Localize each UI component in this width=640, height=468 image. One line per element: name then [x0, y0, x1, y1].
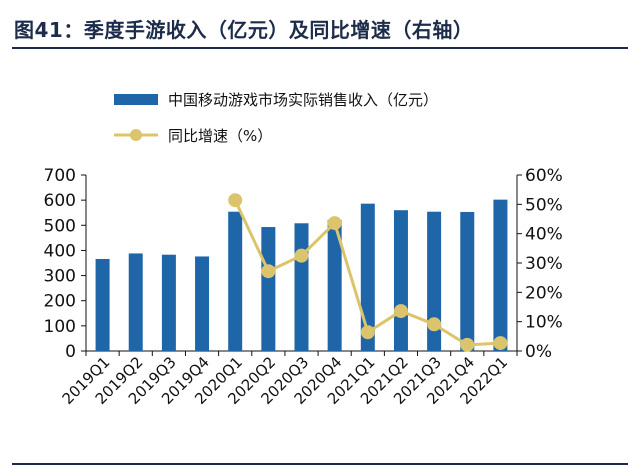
- y-right-tick-label: 40%: [525, 225, 563, 245]
- x-tick-labels: 2019Q12019Q22019Q32019Q42020Q12020Q22020…: [59, 353, 512, 408]
- legend-bar-label: 中国移动游戏市场实际销售收入（亿元）: [168, 91, 438, 109]
- y-left-tick-label: 600: [44, 191, 76, 211]
- legend: 中国移动游戏市场实际销售收入（亿元） 同比增速（%）: [114, 91, 438, 145]
- bar: [393, 210, 408, 351]
- growth-point: [228, 193, 243, 208]
- y-left-tick-label: 0: [65, 342, 76, 362]
- y-right-tick-label: 50%: [525, 195, 563, 215]
- bar: [360, 203, 375, 351]
- bar: [195, 256, 210, 351]
- y-left-tick-label: 100: [44, 317, 76, 337]
- title-rule: [12, 47, 628, 49]
- bar: [427, 211, 442, 351]
- y-right-tick-label: 10%: [525, 313, 563, 333]
- growth-point: [294, 248, 309, 263]
- y-right-tick-label: 30%: [525, 254, 563, 274]
- growth-point: [327, 216, 342, 231]
- growth-point: [261, 264, 276, 279]
- y-left-tick-label: 700: [44, 166, 76, 186]
- growth-point: [460, 337, 475, 352]
- line-series: [228, 193, 508, 352]
- bar: [128, 253, 143, 351]
- growth-point: [393, 304, 408, 319]
- y-right-tick-label: 20%: [525, 283, 563, 303]
- growth-point: [360, 325, 375, 340]
- y-left-tick-label: 400: [44, 241, 76, 261]
- bar: [294, 223, 309, 351]
- y-right-tick-label: 60%: [525, 166, 563, 186]
- legend-line-marker: [130, 129, 142, 141]
- y-left-tick-label: 300: [44, 267, 76, 287]
- figure-title: 图41：季度手游收入（亿元）及同比增速（右轴）: [14, 18, 474, 42]
- bottom-rule: [12, 463, 628, 465]
- bar: [261, 227, 276, 351]
- bar: [460, 211, 475, 351]
- bar: [228, 211, 243, 351]
- bar: [95, 258, 110, 351]
- bar: [161, 254, 176, 351]
- y-right-tick-label: 0%: [525, 342, 552, 362]
- y-left-tick-label: 200: [44, 292, 76, 312]
- axes: 0 100 200 300 400 500 600 700 0% 10% 20% 30% 40% 50% 6…: [44, 166, 563, 362]
- bar: [493, 199, 508, 351]
- bar: [327, 220, 342, 351]
- legend-line-label: 同比增速（%）: [168, 127, 272, 145]
- growth-point: [493, 336, 508, 351]
- growth-point: [427, 317, 442, 332]
- y-left-tick-label: 500: [44, 216, 76, 236]
- bar-series: [95, 199, 508, 351]
- legend-bar-swatch: [114, 94, 158, 105]
